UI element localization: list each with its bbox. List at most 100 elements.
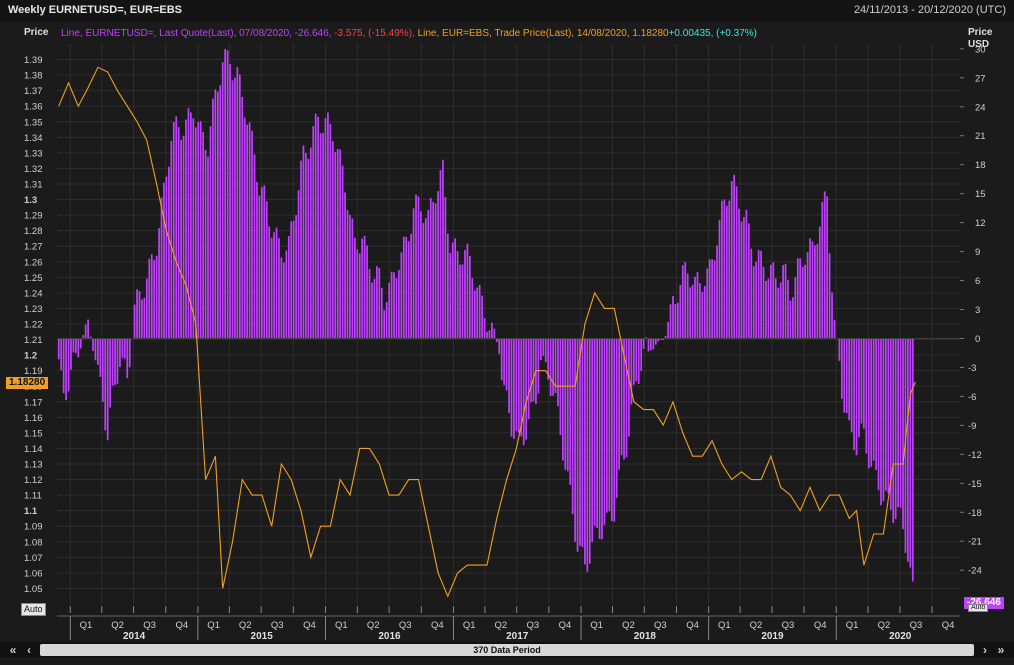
bar xyxy=(584,338,586,565)
legend-series-2-change: +0.00435, (+0.37%) xyxy=(669,28,757,39)
bar xyxy=(97,338,99,365)
bar xyxy=(331,141,334,339)
chart-title: Weekly EURNETUSD=, EUR=EBS xyxy=(8,4,183,16)
chart-canvas[interactable]: 1.05 1.06 1.07 1.08 1.09 1.1 1.11 1.12 1.13 1.14 1… xyxy=(0,0,1014,642)
bar xyxy=(454,238,457,339)
right-tick-label: 6 xyxy=(975,276,980,287)
bar xyxy=(77,338,80,358)
bar xyxy=(481,295,483,339)
bar xyxy=(246,124,249,339)
right-tick-label: -15 xyxy=(968,479,982,490)
left-tick-label: 1.06 xyxy=(24,568,43,579)
bar xyxy=(241,96,244,339)
bar xyxy=(405,236,408,339)
bar xyxy=(625,338,628,458)
bar xyxy=(314,113,317,339)
bar xyxy=(799,258,802,339)
bar xyxy=(681,265,684,339)
bar xyxy=(823,191,826,339)
bar xyxy=(180,139,182,339)
bar xyxy=(701,291,704,339)
left-tick-label: 1.09 xyxy=(24,522,43,533)
bar-series-eurnetusd xyxy=(57,49,914,582)
bar xyxy=(630,338,633,405)
bar xyxy=(75,338,77,354)
left-tick-label: 1.21 xyxy=(24,335,43,346)
x-axis: Q1 Q2 Q3 Q4 Q1 Q2 Q3 Q4 Q1 Q2 Q3 Q4 Q1 Q2 Q3 Q4 Q1 Q2 Q3 Q4… xyxy=(57,606,960,642)
bar xyxy=(424,218,427,339)
bar xyxy=(302,145,305,339)
bar xyxy=(855,338,858,456)
auto-scale-left-button[interactable]: Auto xyxy=(21,603,46,616)
bar xyxy=(57,338,60,360)
left-tick-label: 1.29 xyxy=(24,211,43,222)
left-tick-label: 1.3 xyxy=(24,195,37,206)
bar xyxy=(576,338,579,552)
bar xyxy=(199,121,202,339)
bar xyxy=(150,254,153,339)
bar xyxy=(253,154,256,339)
auto-scale-right-button[interactable]: Auto xyxy=(968,604,989,612)
bar xyxy=(376,266,378,339)
bar xyxy=(586,338,589,572)
bar xyxy=(831,292,833,339)
bar xyxy=(478,284,481,339)
scroll-prev-button[interactable]: ‹ xyxy=(27,643,31,657)
bar xyxy=(684,261,687,339)
bar xyxy=(121,338,124,358)
bar xyxy=(287,235,290,339)
bar xyxy=(865,338,868,454)
bar xyxy=(62,338,65,394)
bar xyxy=(163,182,165,339)
bar xyxy=(699,283,701,339)
scroll-next-button[interactable]: › xyxy=(983,643,987,657)
bar xyxy=(503,338,505,386)
bar xyxy=(574,338,576,542)
bar xyxy=(706,268,709,339)
legend-series-1: Line, EURNETUSD=, Last Quote(Last), 07/0… xyxy=(61,28,331,39)
bar xyxy=(141,299,143,339)
scroll-track[interactable]: 370 Data Period xyxy=(40,644,974,656)
scroll-first-button[interactable]: « xyxy=(9,643,17,657)
bar xyxy=(111,338,114,386)
bar xyxy=(89,336,92,339)
x-quarter-label: Q4 xyxy=(175,620,188,631)
bar xyxy=(796,258,799,339)
right-tick-label: 30 xyxy=(975,44,986,55)
bar xyxy=(309,147,312,339)
bar xyxy=(708,259,711,339)
right-tick-label: -18 xyxy=(968,508,982,519)
bar xyxy=(508,338,510,413)
bar xyxy=(168,166,170,339)
bar xyxy=(283,262,285,339)
bar xyxy=(730,181,733,339)
bar xyxy=(606,338,608,513)
bar xyxy=(185,119,187,339)
bar xyxy=(493,328,496,339)
legend-series-1-change: -3.575, (-15.49%), xyxy=(331,28,414,39)
bar xyxy=(412,208,415,339)
bar xyxy=(400,252,403,339)
bar xyxy=(513,338,515,439)
bar xyxy=(106,338,109,441)
bar xyxy=(390,271,393,339)
bar xyxy=(745,209,748,339)
x-quarter-label: Q3 xyxy=(782,620,795,631)
bar xyxy=(119,338,121,367)
bar xyxy=(172,121,175,339)
period-scrollbar[interactable]: « ‹ 370 Data Period › » xyxy=(0,642,1014,658)
bar xyxy=(94,338,97,361)
bar xyxy=(897,338,899,508)
bar xyxy=(336,148,339,339)
scroll-last-button[interactable]: » xyxy=(997,643,1005,657)
bar xyxy=(882,338,885,502)
bar xyxy=(598,338,601,540)
bar xyxy=(601,338,603,540)
left-tick-label: 1.38 xyxy=(24,71,43,82)
bar xyxy=(469,255,471,339)
bar xyxy=(136,289,138,339)
bar xyxy=(209,126,212,339)
bar xyxy=(451,242,454,339)
bar xyxy=(654,338,657,345)
bar xyxy=(588,338,591,564)
